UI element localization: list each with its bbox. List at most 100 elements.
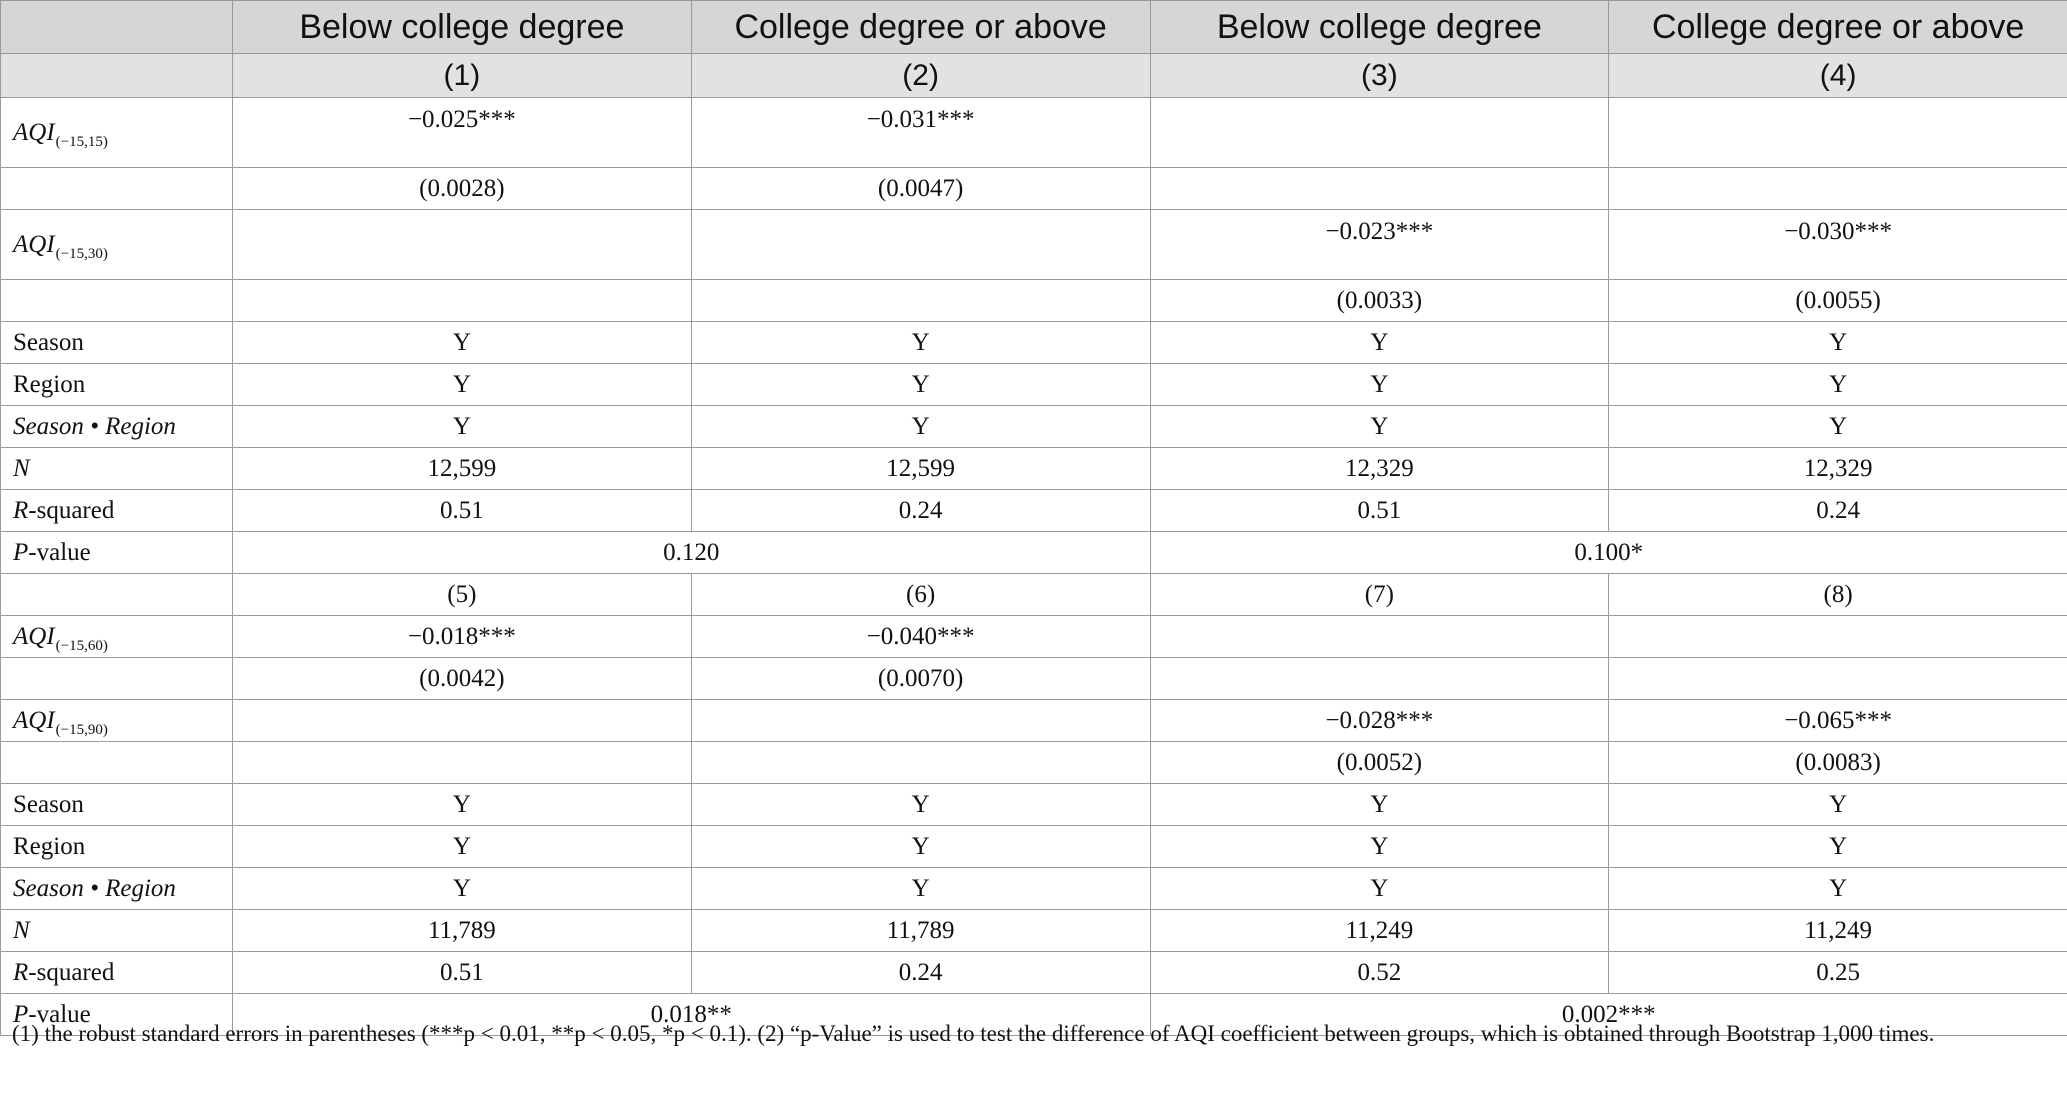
- table-cell: 12,599: [690, 447, 1151, 490]
- coef-cell: [1149, 97, 1610, 168]
- coef-cell: [1149, 615, 1610, 658]
- regression-table: Below college degree College degree or a…: [0, 0, 2067, 1036]
- table-row: (0.0042) (0.0070): [0, 657, 2067, 700]
- column-number: (2): [690, 53, 1151, 98]
- table-cell: 11,789: [232, 909, 692, 952]
- pvalue-cell: 0.018**: [232, 993, 1151, 1036]
- column-number-row: (5) (6) (7) (8): [0, 573, 2067, 616]
- table-row: AQI(−15,30) −0.023*** −0.030***: [0, 209, 2067, 280]
- table-cell: Y: [1149, 321, 1610, 364]
- se-cell: (0.0070): [690, 657, 1151, 700]
- column-number: (1): [232, 53, 692, 98]
- se-cell: (0.0055): [1608, 279, 2067, 322]
- table-row: AQI(−15,15) −0.025*** −0.031***: [0, 97, 2067, 168]
- row-label: AQI(−15,30): [0, 209, 233, 280]
- pvalue-cell: 0.100*: [1149, 531, 2067, 574]
- table-cell: Y: [232, 825, 692, 868]
- table-cell: Y: [690, 867, 1151, 910]
- se-cell: [690, 279, 1151, 322]
- table-row: (0.0033) (0.0055): [0, 279, 2067, 322]
- table-row: Season Y Y Y Y: [0, 321, 2067, 364]
- table-cell: Y: [1149, 867, 1610, 910]
- row-label: P-value: [0, 531, 233, 574]
- se-cell: (0.0052): [1149, 741, 1610, 784]
- row-label: AQI(−15,90): [0, 699, 233, 742]
- table-cell: Y: [1149, 783, 1610, 826]
- table-cell: Y: [1608, 867, 2067, 910]
- table-cell: 11,249: [1608, 909, 2067, 952]
- coef-cell: −0.018***: [232, 615, 692, 658]
- column-number: (5): [232, 573, 692, 616]
- row-label: N: [0, 447, 233, 490]
- row-label: Season: [0, 321, 233, 364]
- coef-cell: −0.040***: [690, 615, 1151, 658]
- table-cell: Y: [690, 783, 1151, 826]
- row-label: R-squared: [0, 489, 233, 532]
- column-number: (7): [1149, 573, 1610, 616]
- se-cell: (0.0047): [690, 167, 1151, 210]
- header-corner: [0, 0, 233, 54]
- coef-cell: [1608, 615, 2067, 658]
- se-cell: [232, 279, 692, 322]
- se-cell: [232, 741, 692, 784]
- header-corner: [0, 53, 233, 98]
- row-label: [0, 167, 233, 210]
- table-cell: Y: [1608, 363, 2067, 406]
- se-cell: [1608, 657, 2067, 700]
- coef-cell: [690, 699, 1151, 742]
- pvalue-cell: 0.120: [232, 531, 1151, 574]
- table-cell: Y: [232, 783, 692, 826]
- row-label: AQI(−15,60): [0, 615, 233, 658]
- pvalue-cell: 0.002***: [1149, 993, 2067, 1036]
- table-cell: 0.52: [1149, 951, 1610, 994]
- table-cell: Y: [1608, 783, 2067, 826]
- table-cell: 11,789: [690, 909, 1151, 952]
- table-cell: Y: [232, 321, 692, 364]
- table-cell: 11,249: [1149, 909, 1610, 952]
- table-row: P-value 0.018** 0.002***: [0, 993, 2067, 1036]
- table-row: (0.0028) (0.0047): [0, 167, 2067, 210]
- table-cell: 0.25: [1608, 951, 2067, 994]
- table-footnote: (1) the robust standard errors in parent…: [12, 1021, 1935, 1046]
- se-cell: (0.0083): [1608, 741, 2067, 784]
- table-cell: Y: [1149, 825, 1610, 868]
- coef-cell: [690, 209, 1151, 280]
- table-row: AQI(−15,60) −0.018*** −0.040***: [0, 615, 2067, 658]
- table-cell: Y: [690, 321, 1151, 364]
- column-number: (3): [1149, 53, 1610, 98]
- coef-cell: −0.023***: [1149, 209, 1610, 280]
- coef-cell: −0.030***: [1608, 209, 2067, 280]
- table-row: Season • Region Y Y Y Y: [0, 405, 2067, 448]
- row-label: [0, 741, 233, 784]
- row-label: Season: [0, 783, 233, 826]
- table-cell: 0.51: [1149, 489, 1610, 532]
- se-cell: (0.0028): [232, 167, 692, 210]
- row-label: Region: [0, 363, 233, 406]
- row-label: Season • Region: [0, 867, 233, 910]
- coef-cell: [232, 209, 692, 280]
- table-cell: Y: [690, 405, 1151, 448]
- row-label: [0, 279, 233, 322]
- table-cell: Y: [1608, 321, 2067, 364]
- table-row: N 12,599 12,599 12,329 12,329: [0, 447, 2067, 490]
- se-cell: (0.0042): [232, 657, 692, 700]
- coef-cell: −0.028***: [1149, 699, 1610, 742]
- column-number: (4): [1608, 53, 2067, 98]
- table-cell: 0.24: [690, 951, 1151, 994]
- table-cell: Y: [232, 867, 692, 910]
- table-row: N 11,789 11,789 11,249 11,249: [0, 909, 2067, 952]
- row-label: Season • Region: [0, 405, 233, 448]
- se-cell: [1608, 167, 2067, 210]
- se-cell: (0.0033): [1149, 279, 1610, 322]
- row-label: [0, 573, 233, 616]
- row-label: [0, 657, 233, 700]
- table-cell: 12,599: [232, 447, 692, 490]
- table-cell: Y: [690, 363, 1151, 406]
- row-label: Region: [0, 825, 233, 868]
- table-cell: 12,329: [1149, 447, 1610, 490]
- table-cell: Y: [690, 825, 1151, 868]
- table-row: (0.0052) (0.0083): [0, 741, 2067, 784]
- table-row: Season • Region Y Y Y Y: [0, 867, 2067, 910]
- group-header: College degree or above: [690, 0, 1151, 54]
- column-number-row: (1) (2) (3) (4): [0, 53, 2067, 98]
